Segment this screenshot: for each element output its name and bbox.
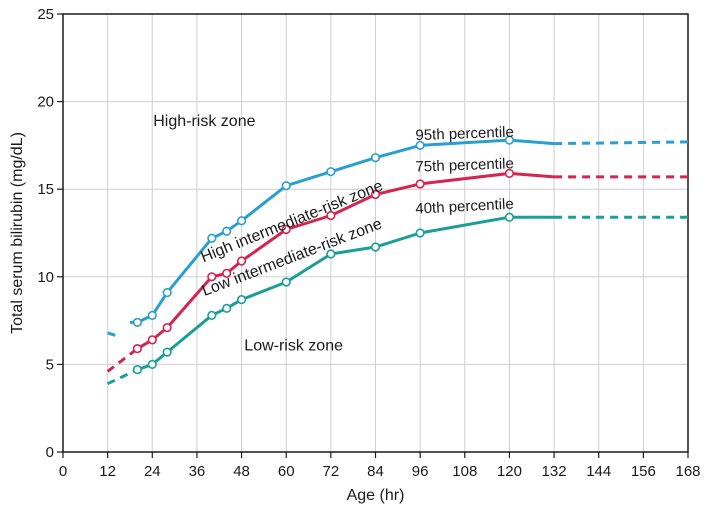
y-tick-label: 15	[37, 181, 54, 198]
data-point	[370, 242, 381, 252]
x-tick-label: 12	[99, 463, 116, 480]
x-tick-label: 96	[412, 463, 429, 480]
data-point	[222, 303, 232, 313]
x-tick-label: 0	[59, 463, 67, 480]
x-tick-label: 132	[542, 463, 567, 480]
data-point	[370, 189, 381, 200]
x-tick-label: 48	[233, 463, 250, 480]
data-point	[281, 224, 291, 235]
x-axis-title: Age (hr)	[347, 487, 405, 504]
data-point	[162, 323, 172, 333]
x-tick-label: 144	[586, 463, 611, 480]
x-tick-label: 156	[631, 463, 656, 480]
data-point	[207, 233, 217, 243]
series-dashed-end	[554, 140, 689, 146]
data-point	[326, 249, 336, 259]
x-tick-label: 36	[189, 463, 206, 480]
data-point	[132, 317, 143, 327]
data-point	[326, 167, 336, 177]
data-point	[207, 272, 217, 282]
data-point	[147, 359, 157, 370]
x-axis: 0 12 24 36 48 60 72 84 96 108 120 132 144 156 168	[59, 452, 701, 480]
data-point	[222, 268, 232, 278]
data-point	[326, 210, 336, 221]
x-tick-label: 120	[497, 463, 522, 480]
series-1	[107, 135, 689, 338]
label-p40: 40th percentile	[415, 196, 514, 218]
series-2	[106, 168, 688, 373]
label-p95: 95th percentile	[415, 124, 514, 144]
data-point	[132, 344, 143, 354]
y-tick-label: 25	[37, 6, 54, 23]
data-point	[236, 294, 247, 305]
data-point	[222, 226, 232, 236]
data-point	[504, 135, 515, 145]
grid	[62, 13, 689, 453]
data-point	[162, 287, 172, 298]
data-point	[370, 153, 381, 163]
data-point	[162, 347, 172, 357]
data-point	[236, 216, 247, 226]
series-dashed-start	[106, 347, 139, 373]
y-tick-label: 10	[37, 269, 54, 286]
data-point	[132, 365, 143, 375]
y-tick-label: 20	[37, 94, 54, 111]
label-p75: 75th percentile	[415, 155, 514, 175]
data-point	[236, 256, 247, 266]
data-point	[207, 310, 217, 320]
label-low-risk: Low-risk zone	[244, 337, 343, 354]
data-point	[415, 140, 425, 150]
data-point	[281, 277, 291, 287]
x-tick-label: 60	[278, 463, 295, 480]
x-tick-label: 168	[675, 463, 700, 480]
y-tick-label: 0	[46, 444, 54, 461]
data-point	[281, 181, 291, 191]
data-point	[147, 310, 157, 320]
label-high-risk: High-risk zone	[153, 113, 255, 130]
series-layer	[106, 135, 689, 386]
data-point	[504, 212, 515, 222]
data-point	[504, 168, 515, 179]
y-tick-label: 5	[46, 356, 54, 373]
series-dashed-start	[106, 368, 139, 386]
x-tick-label: 24	[144, 463, 161, 480]
data-point	[415, 228, 425, 238]
y-axis: 0 5 10 15 20 25	[37, 6, 63, 461]
x-tick-label: 84	[367, 463, 384, 480]
series-3	[106, 212, 688, 386]
y-axis-title: Total serum bilirubin (mg/dL)	[9, 132, 26, 334]
data-point	[415, 179, 425, 189]
series-dashed-start	[107, 331, 120, 338]
x-tick-label: 72	[323, 463, 340, 480]
x-tick-label: 108	[452, 463, 477, 480]
data-point	[147, 335, 157, 345]
